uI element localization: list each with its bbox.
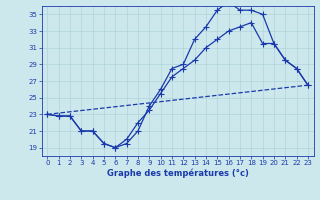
X-axis label: Graphe des températures (°c): Graphe des températures (°c) <box>107 169 249 178</box>
